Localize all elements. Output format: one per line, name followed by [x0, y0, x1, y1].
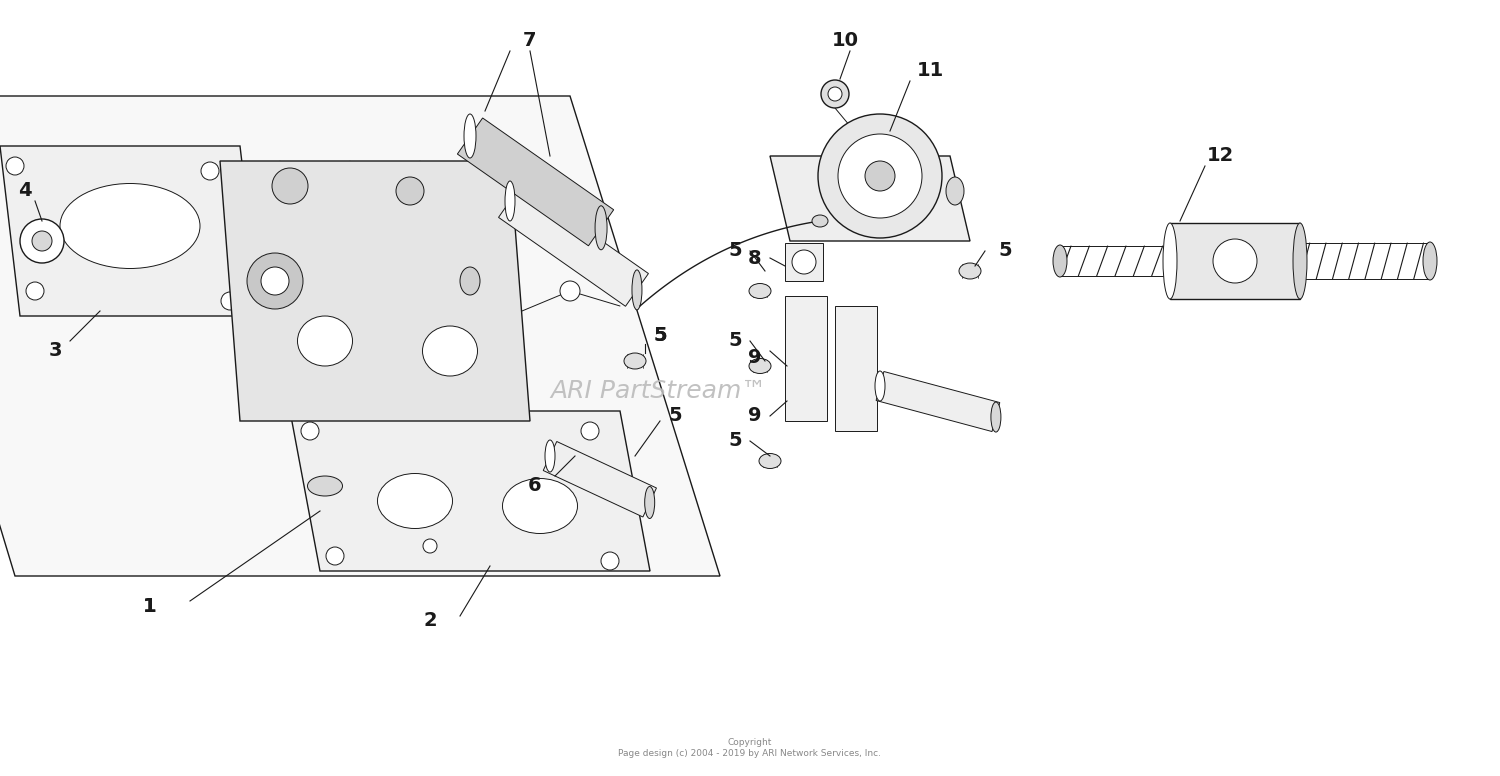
Ellipse shape: [874, 371, 885, 401]
Circle shape: [248, 253, 303, 309]
Text: 5: 5: [728, 331, 742, 351]
Polygon shape: [770, 156, 970, 241]
Ellipse shape: [464, 114, 476, 158]
Circle shape: [26, 282, 44, 300]
Circle shape: [580, 422, 598, 440]
Polygon shape: [220, 161, 530, 421]
Text: 3: 3: [48, 341, 62, 361]
Circle shape: [6, 157, 24, 175]
Circle shape: [396, 177, 424, 205]
Circle shape: [32, 231, 53, 251]
Ellipse shape: [759, 453, 782, 469]
Circle shape: [792, 250, 816, 274]
Text: 5: 5: [998, 241, 1012, 261]
Bar: [836, 306, 878, 431]
Text: 5: 5: [652, 327, 668, 345]
Ellipse shape: [645, 487, 654, 518]
Text: 11: 11: [916, 61, 944, 81]
Polygon shape: [458, 118, 614, 246]
Text: 6: 6: [528, 476, 542, 496]
Circle shape: [560, 281, 580, 301]
Circle shape: [423, 539, 436, 553]
Circle shape: [220, 292, 238, 310]
Circle shape: [818, 114, 942, 238]
Circle shape: [602, 552, 619, 570]
Text: 8: 8: [748, 248, 762, 268]
Ellipse shape: [378, 473, 453, 528]
Circle shape: [272, 168, 308, 204]
Ellipse shape: [1162, 223, 1178, 299]
Ellipse shape: [1293, 223, 1306, 299]
Circle shape: [828, 87, 842, 101]
Text: 5: 5: [668, 407, 682, 425]
Text: Copyright
Page design (c) 2004 - 2019 by ARI Network Services, Inc.: Copyright Page design (c) 2004 - 2019 by…: [618, 738, 882, 757]
Polygon shape: [0, 96, 720, 576]
Ellipse shape: [1424, 242, 1437, 280]
Text: 5: 5: [728, 431, 742, 451]
Circle shape: [1214, 239, 1257, 283]
Text: 1: 1: [142, 597, 158, 615]
Circle shape: [865, 161, 895, 191]
Ellipse shape: [748, 283, 771, 299]
Ellipse shape: [596, 206, 608, 250]
Circle shape: [261, 267, 290, 295]
Polygon shape: [876, 372, 1001, 431]
Text: 12: 12: [1206, 147, 1233, 165]
Ellipse shape: [60, 183, 200, 268]
Polygon shape: [498, 185, 648, 307]
Ellipse shape: [1053, 245, 1066, 277]
Text: ARI PartStream™: ARI PartStream™: [550, 379, 766, 403]
Ellipse shape: [992, 402, 1000, 432]
Ellipse shape: [632, 270, 642, 310]
Ellipse shape: [946, 177, 964, 205]
Ellipse shape: [812, 215, 828, 227]
Polygon shape: [0, 146, 260, 316]
Circle shape: [302, 422, 320, 440]
Circle shape: [821, 80, 849, 108]
Ellipse shape: [308, 476, 342, 496]
Ellipse shape: [297, 316, 352, 366]
Bar: [784, 296, 826, 421]
Circle shape: [201, 162, 219, 180]
Text: 1: 1: [142, 597, 158, 615]
Text: 5: 5: [728, 241, 742, 261]
Ellipse shape: [544, 440, 555, 472]
Bar: [784, 243, 824, 281]
Circle shape: [839, 134, 922, 218]
Text: 9: 9: [748, 348, 762, 368]
Ellipse shape: [503, 479, 578, 534]
Text: 7: 7: [524, 32, 537, 50]
Text: 10: 10: [831, 32, 858, 50]
Ellipse shape: [506, 181, 515, 221]
Ellipse shape: [624, 353, 646, 369]
Ellipse shape: [748, 359, 771, 373]
Text: 4: 4: [18, 182, 32, 200]
Circle shape: [20, 219, 64, 263]
Ellipse shape: [958, 263, 981, 279]
Polygon shape: [290, 411, 650, 571]
Ellipse shape: [423, 326, 477, 376]
Text: 9: 9: [748, 407, 762, 425]
Text: 2: 2: [423, 611, 436, 630]
Polygon shape: [1170, 223, 1300, 299]
Text: 5: 5: [652, 327, 668, 345]
Circle shape: [326, 547, 344, 565]
Ellipse shape: [460, 267, 480, 295]
Polygon shape: [543, 442, 657, 517]
